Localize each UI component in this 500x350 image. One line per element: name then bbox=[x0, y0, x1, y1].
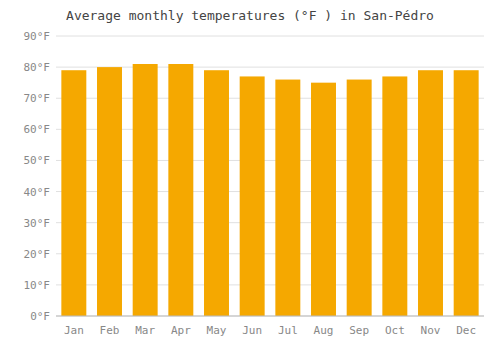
grid-line bbox=[56, 36, 484, 37]
y-tick-label: 80°F bbox=[24, 61, 51, 74]
bar bbox=[382, 76, 407, 316]
bar bbox=[240, 76, 265, 316]
x-tick-label: Oct bbox=[385, 324, 405, 337]
y-tick-label: 20°F bbox=[24, 248, 51, 261]
y-tick-label: 50°F bbox=[24, 154, 51, 167]
grid-line bbox=[56, 316, 484, 317]
y-tick-label: 40°F bbox=[24, 186, 51, 199]
x-axis-line bbox=[56, 316, 484, 317]
x-tick-label: Mar bbox=[135, 324, 155, 337]
x-tick-label: Aug bbox=[314, 324, 334, 337]
x-tick-label: Dec bbox=[456, 324, 476, 337]
bar bbox=[204, 70, 229, 316]
bar bbox=[97, 67, 122, 316]
bars bbox=[61, 64, 478, 316]
x-tick-label: Nov bbox=[421, 324, 441, 337]
bar bbox=[133, 64, 158, 316]
y-tick-label: 0°F bbox=[30, 310, 50, 323]
y-tick-label: 10°F bbox=[24, 279, 51, 292]
x-tick-label: Sep bbox=[349, 324, 369, 337]
x-tick-label: Feb bbox=[100, 324, 120, 337]
x-tick-label: Jan bbox=[64, 324, 84, 337]
bar bbox=[168, 64, 193, 316]
y-tick-label: 30°F bbox=[24, 217, 51, 230]
chart: Average monthly temperatures (°F ) in Sa… bbox=[0, 0, 500, 350]
x-tick-label: Jun bbox=[242, 324, 262, 337]
bar bbox=[275, 80, 300, 316]
bar bbox=[418, 70, 443, 316]
y-tick-label: 90°F bbox=[24, 30, 51, 43]
bar bbox=[347, 80, 372, 316]
chart-container: Average monthly temperatures (°F ) in Sa… bbox=[0, 0, 500, 350]
bar bbox=[61, 70, 86, 316]
title: Average monthly temperatures (°F ) in Sa… bbox=[66, 8, 434, 23]
x-tick-label: Apr bbox=[171, 324, 191, 337]
bar bbox=[311, 83, 336, 316]
x-tick-label: May bbox=[207, 324, 227, 337]
grid bbox=[56, 36, 484, 316]
bar bbox=[454, 70, 479, 316]
y-tick-label: 60°F bbox=[24, 123, 51, 136]
x-tick-label: Jul bbox=[278, 324, 298, 337]
y-tick-label: 70°F bbox=[24, 92, 51, 105]
